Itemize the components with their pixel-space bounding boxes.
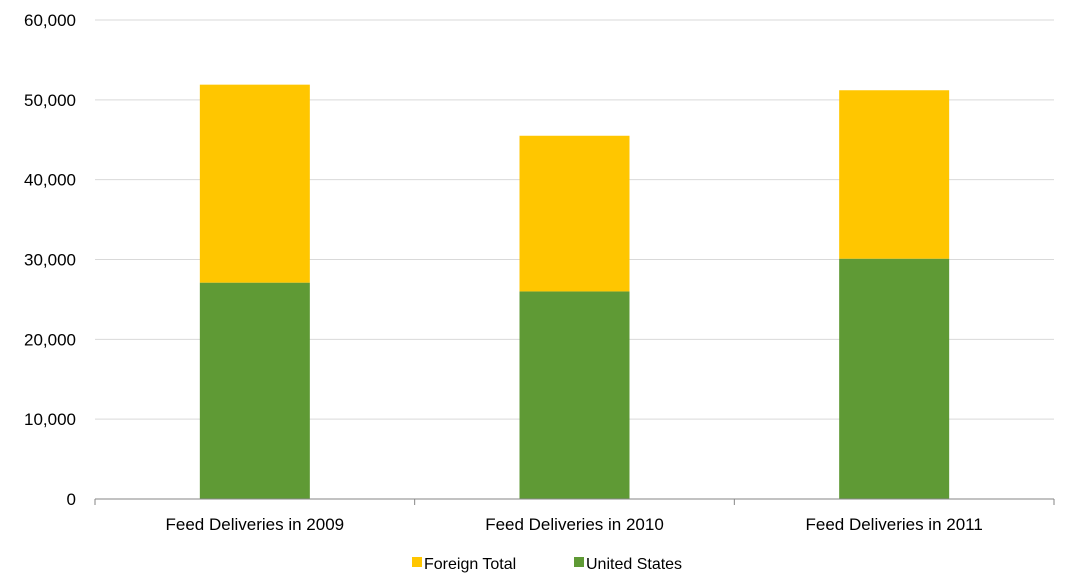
y-tick-label: 40,000 <box>24 171 76 190</box>
bar-united-states-1 <box>519 291 630 499</box>
legend-swatch <box>412 557 422 567</box>
x-tick-label: Feed Deliveries in 2011 <box>805 515 982 534</box>
legend-label: United States <box>586 556 682 573</box>
y-tick-label: 20,000 <box>24 330 76 349</box>
y-axis-tick-labels: 0 10,000 20,000 30,000 40,000 50,000 60,000 <box>24 11 76 509</box>
y-tick-label: 0 <box>67 490 76 509</box>
bar-foreign-total-0 <box>199 84 310 283</box>
x-tick-label: Feed Deliveries in 2009 <box>166 515 345 534</box>
y-tick-label: 10,000 <box>24 410 76 429</box>
x-axis-tick-labels: Feed Deliveries in 2009 Feed Deliveries i… <box>166 515 983 534</box>
bar-foreign-total-2 <box>839 90 950 259</box>
x-axis <box>94 498 1055 505</box>
x-tick-label: Feed Deliveries in 2010 <box>485 515 664 534</box>
y-tick-label: 60,000 <box>24 11 76 30</box>
legend: Foreign Total United States <box>412 556 682 573</box>
y-tick-label: 50,000 <box>24 91 76 110</box>
bar-united-states-0 <box>199 282 310 499</box>
bar-foreign-total-1 <box>519 135 630 292</box>
bars <box>199 84 950 499</box>
bar-united-states-2 <box>839 258 950 499</box>
legend-label: Foreign Total <box>424 556 516 573</box>
y-tick-label: 30,000 <box>24 251 76 270</box>
legend-swatch <box>574 557 584 567</box>
